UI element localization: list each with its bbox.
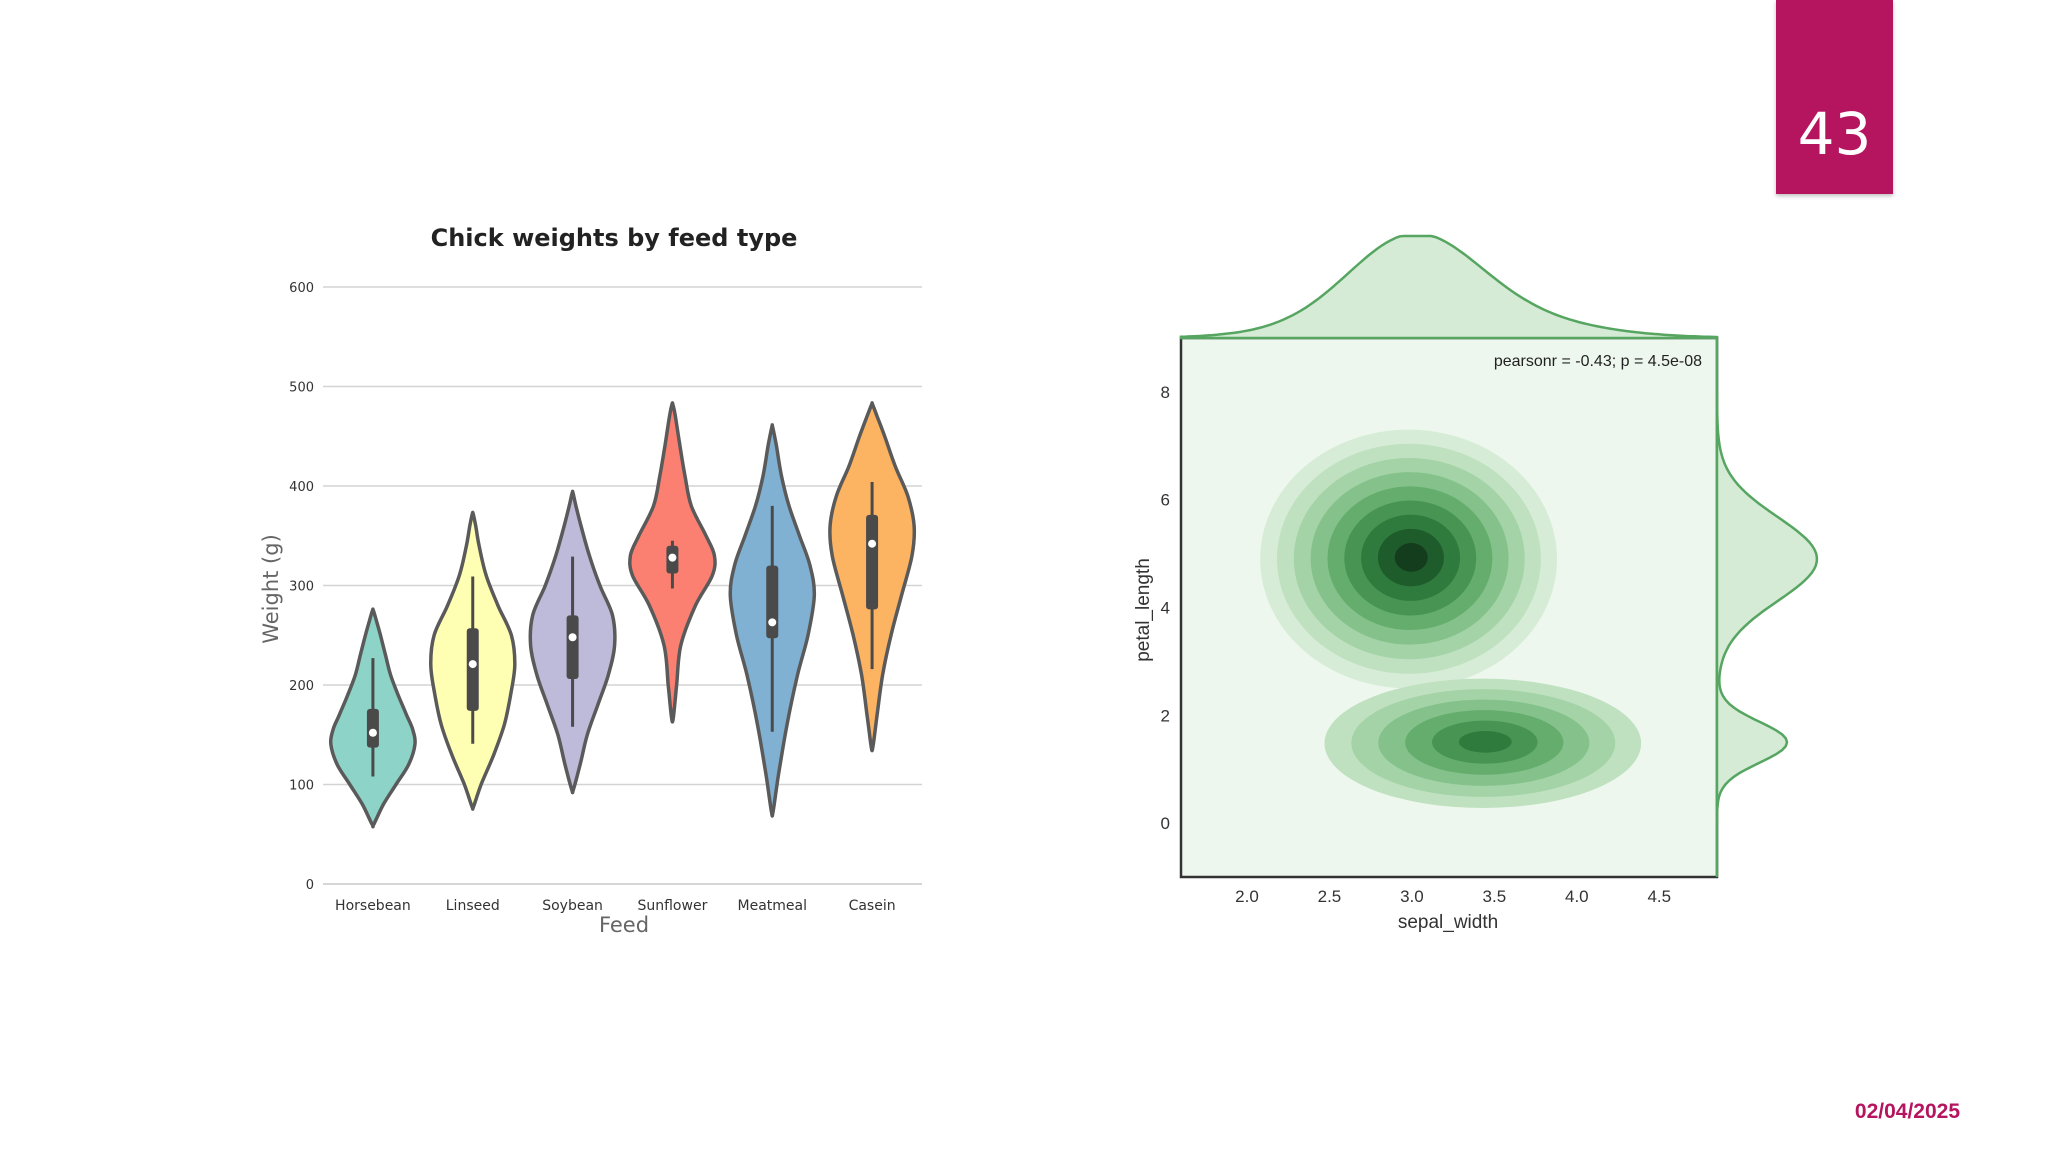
violin-x-tick-label: Casein (849, 898, 896, 914)
violin-y-tick-label: 200 (289, 679, 314, 694)
violin-y-tick-label: 600 (289, 281, 314, 296)
violin-y-ticks: 0 100 200 300 400 500 600 (289, 281, 314, 893)
violin-iqr-box (466, 628, 479, 711)
violin-gridlines (323, 286, 922, 885)
violin-median (468, 660, 477, 669)
kde-cluster-1 (1260, 429, 1558, 689)
violin-median (368, 728, 377, 737)
kde-annotation: pearsonr = -0.43; p = 4.5e-08 (1494, 353, 1702, 370)
kde-x-axis-label: sepal_width (1398, 912, 1498, 933)
kde-y-axis-label: petal_length (1133, 558, 1154, 662)
violin-iqr-box (366, 708, 379, 748)
violin-median (568, 633, 577, 642)
violin-bodies (328, 401, 917, 829)
kde-contour-level (1394, 543, 1428, 572)
violin-y-axis-label: Weight (g) (259, 534, 283, 644)
violin-y-tick-label: 300 (289, 580, 314, 595)
kde-x-tick-label: 4.0 (1565, 887, 1589, 906)
violin-horsebean (328, 607, 417, 829)
violin-median (868, 539, 877, 548)
violin-x-axis-label: Feed (599, 913, 649, 937)
violin-y-tick-label: 0 (306, 878, 314, 893)
kde-x-tick-label: 2.0 (1235, 887, 1259, 906)
slide-date: 02/04/2025 (1854, 1100, 1960, 1123)
kde-x-tick-label: 4.5 (1647, 887, 1671, 906)
violin-linseed (429, 510, 517, 811)
violin-x-ticks: Horsebean Linseed Soybean Sunflower Meatmeal… (335, 898, 896, 914)
kde-top-marginal (1179, 234, 1719, 340)
violin-iqr-box (566, 615, 579, 680)
kde-y-tick-label: 6 (1161, 491, 1170, 510)
violin-y-tick-label: 500 (289, 381, 314, 396)
violin-median (768, 618, 777, 627)
violin-iqr-box (866, 514, 879, 610)
violin-x-tick-label: Meatmeal (738, 898, 807, 914)
kde-x-tick-label: 3.5 (1483, 887, 1507, 906)
kde-y-tick-label: 0 (1161, 814, 1170, 833)
violin-casein (828, 401, 917, 753)
kde-x-tick-label: 2.5 (1318, 887, 1342, 906)
violin-sunflower (628, 401, 717, 724)
violin-meatmeal (728, 423, 817, 818)
violin-soybean (528, 489, 617, 795)
kde-right-marginal (1715, 338, 1819, 877)
violin-x-tick-label: Soybean (542, 898, 603, 914)
violin-y-tick-label: 100 (289, 779, 314, 794)
kde-x-tick-label: 3.0 (1400, 887, 1424, 906)
violin-x-tick-label: Linseed (446, 898, 500, 914)
kde-y-tick-label: 8 (1161, 383, 1170, 402)
kde-y-tick-label: 4 (1161, 599, 1170, 618)
kde-contours (1260, 429, 1642, 809)
violin-chart-title: Chick weights by feed type (431, 224, 798, 252)
violin-x-tick-label: Sunflower (637, 898, 707, 914)
kde-x-ticks: 2.0 2.5 3.0 3.5 4.0 4.5 (1235, 887, 1671, 906)
kde-cluster-2 (1324, 678, 1642, 809)
violin-median (668, 553, 677, 562)
slide-number-badge: 43 (1776, 0, 1893, 194)
kde-y-tick-label: 2 (1161, 706, 1170, 725)
kde-y-ticks: 0 2 4 6 8 (1161, 383, 1170, 833)
violin-x-tick-label: Horsebean (335, 898, 411, 914)
violin-y-tick-label: 400 (289, 480, 314, 495)
slide-number: 43 (1797, 100, 1872, 168)
kde-contour-level (1458, 731, 1512, 753)
